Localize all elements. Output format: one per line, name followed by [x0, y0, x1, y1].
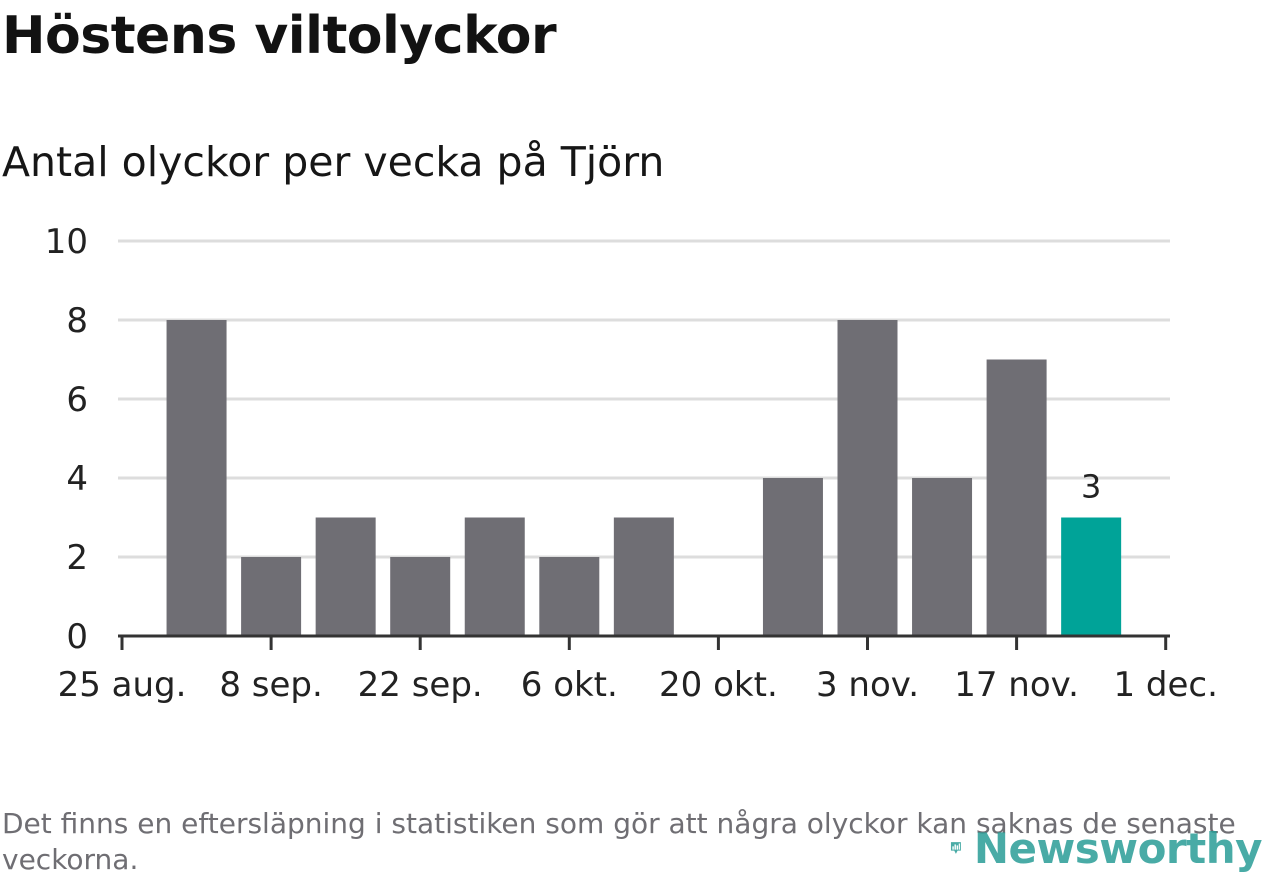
bar: [315, 517, 376, 636]
x-tick-label: 20 okt.: [659, 665, 778, 705]
bar: [241, 557, 302, 636]
bar: [762, 478, 823, 636]
logo-text: Newsworthy: [973, 823, 1262, 873]
x-tick-label: 6 okt.: [521, 665, 618, 705]
bar: [912, 478, 973, 636]
x-tick-label: 1 dec.: [1113, 665, 1217, 705]
bar: [1061, 517, 1122, 636]
bar-chart: 0 2 4 6 8 10 3 25 aug. 8 sep. 22 sep. 6 okt. 20 okt…: [45, 222, 1218, 705]
bar: [837, 320, 898, 636]
y-tick-label: 10: [45, 222, 88, 262]
x-tick-label: 17 nov.: [954, 665, 1079, 705]
y-tick-label: 8: [66, 301, 88, 341]
y-tick-label: 6: [66, 380, 88, 420]
newsworthy-logo: Newsworthy: [950, 818, 1262, 878]
x-tick-label: 3 nov.: [816, 665, 919, 705]
bar: [166, 320, 227, 636]
x-tick-label: 22 sep.: [358, 665, 483, 705]
bar-chart-location-icon: [950, 842, 961, 854]
bar: [613, 517, 674, 636]
footnote: Det finns en eftersläpning i statistiken…: [2, 807, 1236, 876]
x-tick-label: 8 sep.: [219, 665, 322, 705]
data-label: 3: [1081, 468, 1101, 506]
chart-subtitle: Antal olyckor per vecka på Tjörn: [2, 138, 665, 186]
chart-title: Höstens viltolyckor: [2, 6, 557, 66]
bar: [464, 517, 525, 636]
y-tick-label: 2: [66, 538, 88, 578]
bar: [539, 557, 600, 636]
y-tick-label: 4: [66, 459, 88, 499]
bar: [986, 359, 1047, 636]
y-tick-label: 0: [66, 617, 88, 657]
x-tick-label: 25 aug.: [58, 665, 187, 705]
bar: [390, 557, 451, 636]
